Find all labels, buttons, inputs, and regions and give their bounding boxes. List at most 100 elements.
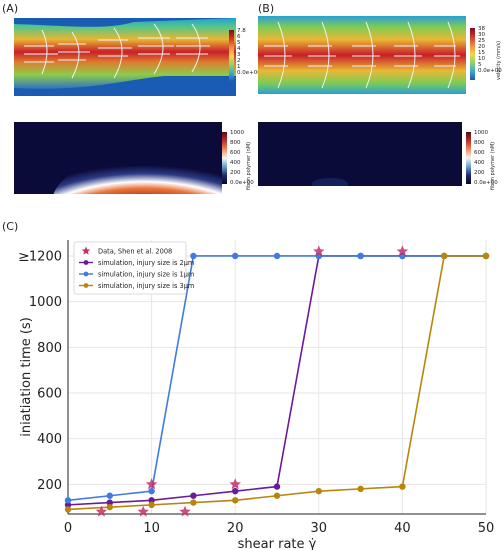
cbar-tick: 0.0e+00 — [478, 68, 502, 74]
cbar-tick: 5 — [478, 62, 482, 68]
cbar-tick: 400 — [230, 160, 241, 166]
data-point-star — [179, 505, 191, 517]
data-point-star — [145, 478, 158, 490]
y-tick-label: 800 — [37, 341, 62, 356]
cbar-tick: 5 — [237, 40, 241, 46]
cbar-tick: 800 — [474, 140, 485, 146]
fibrin-field-a — [14, 122, 222, 194]
series-point — [273, 483, 281, 490]
colorbar-b-fibrin — [466, 132, 471, 184]
series-point — [232, 487, 239, 495]
chart-ticks: 0 10 20 30 40 50 200 400 600 800 1000 1200 — [29, 249, 494, 536]
colorbar-a-fibrin-title: fibrin polymer (nM) — [246, 141, 252, 190]
chart-series — [64, 252, 490, 513]
data-point-star — [229, 478, 241, 490]
chart-data-stars — [95, 245, 409, 517]
cbar-tick: 0.0e+00 — [237, 70, 261, 76]
cbar-tick: 200 — [230, 170, 241, 176]
cbar-tick: 800 — [230, 140, 241, 146]
y-tick-label: 1000 — [29, 295, 62, 310]
cbar-tick: 6 — [237, 34, 241, 40]
cbar-tick: 4 — [237, 46, 241, 52]
data-point-star — [137, 505, 149, 517]
colorbar-b-velocity-title: velocity (mm/s) — [496, 40, 502, 80]
series-point — [106, 492, 114, 499]
legend-box — [73, 241, 187, 295]
y-axis-label: iniatiation time (s) — [19, 317, 34, 437]
x-tick-label: 50 — [478, 521, 495, 536]
cbar-tick: 15 — [478, 50, 485, 56]
legend-marker-icon — [83, 271, 89, 277]
legend-star-icon — [81, 246, 91, 255]
series-point — [106, 503, 114, 511]
colorbar-a-velocity-ticks: 7.8 6 5 4 3 2 1 0.0e+00 — [237, 28, 261, 88]
cbar-tick: 7.8 — [237, 28, 246, 34]
series-point — [482, 252, 490, 260]
velocity-arrows-a — [24, 23, 210, 79]
cbar-tick: 600 — [230, 150, 241, 156]
legend-entry-label: simulation, injury size is 2μm — [98, 259, 194, 267]
initiation-time-chart: 0 10 20 30 40 50 200 400 600 800 1000 1200 ≥ shear … — [18, 240, 494, 550]
colorbar-b-fibrin-title: fibrin polymer (nM) — [490, 141, 496, 190]
y-tick-label: 200 — [37, 478, 62, 493]
series-point — [148, 487, 155, 495]
x-tick-label: 0 — [64, 521, 72, 536]
series-point — [190, 252, 197, 260]
legend-entry-label: Data, Shen et al. 2008 — [98, 248, 172, 256]
data-point-star — [396, 245, 409, 257]
cbar-tick: 3 — [237, 52, 241, 58]
series-point — [148, 497, 155, 504]
x-tick-label: 30 — [311, 521, 328, 536]
panel-label-b: (B) — [258, 2, 275, 15]
x-axis-label: shear rate γ̇ — [238, 537, 317, 550]
series-point — [64, 497, 72, 504]
cbar-tick: 400 — [474, 160, 485, 166]
series-point — [273, 492, 281, 499]
series-point — [399, 483, 406, 490]
colorbar-b-velocity-ticks: 38 30 25 20 15 10 5 0.0e+00 — [478, 26, 502, 86]
cbar-tick: 1000 — [474, 130, 488, 136]
legend-marker-icon — [83, 260, 89, 265]
chart-legend: Data, Shen et al. 2008 simulation, injury… — [73, 241, 194, 295]
chart-axes — [67, 240, 486, 515]
velocity-arrows-b — [264, 21, 460, 89]
y-tick-label: 1200 — [29, 249, 62, 264]
series-point — [190, 492, 197, 499]
cbar-tick: 25 — [478, 38, 485, 44]
series-point — [357, 485, 364, 493]
series-point — [64, 506, 72, 513]
velocity-field-b — [258, 16, 466, 94]
colorbar-b-fibrin-ticks: 1000 800 600 400 200 0.0e+00 — [474, 130, 498, 190]
cbar-tick: 1000 — [230, 130, 244, 136]
y-tick-label: 600 — [37, 386, 62, 401]
panel-label-a: (A) — [2, 2, 19, 15]
x-tick-label: 40 — [394, 521, 411, 536]
cbar-tick: 38 — [478, 26, 485, 32]
y-tick-label: 400 — [37, 432, 62, 447]
fibrin-field-b — [258, 122, 462, 186]
data-point-star — [313, 245, 325, 257]
series-point — [148, 501, 155, 509]
data-point-star — [95, 505, 108, 517]
series-point — [232, 497, 239, 504]
x-tick-label: 20 — [227, 521, 244, 536]
colorbar-b-velocity — [470, 28, 475, 80]
series-point — [273, 252, 281, 260]
panel-label-c: (C) — [2, 220, 19, 233]
series-point — [64, 501, 72, 509]
series-point — [357, 252, 364, 260]
colorbar-a-fibrin-ticks: 1000 800 600 400 200 0.0e+00 — [230, 130, 254, 190]
cbar-tick: 10 — [478, 56, 485, 62]
ge-marker: ≥ — [18, 249, 30, 265]
x-tick-label: 10 — [143, 521, 160, 536]
cbar-tick: 20 — [478, 44, 485, 50]
legend-entry-label: simulation, injury size is 1μm — [98, 271, 194, 279]
series-point — [190, 499, 197, 506]
velocity-field-a — [14, 18, 236, 96]
legend-marker-icon — [83, 283, 89, 288]
series-point — [315, 487, 322, 495]
legend-entry-label: simulation, injury size is 3μm — [98, 282, 194, 290]
cbar-tick: 600 — [474, 150, 485, 156]
series-point — [106, 499, 114, 506]
cbar-tick: 30 — [478, 32, 485, 38]
